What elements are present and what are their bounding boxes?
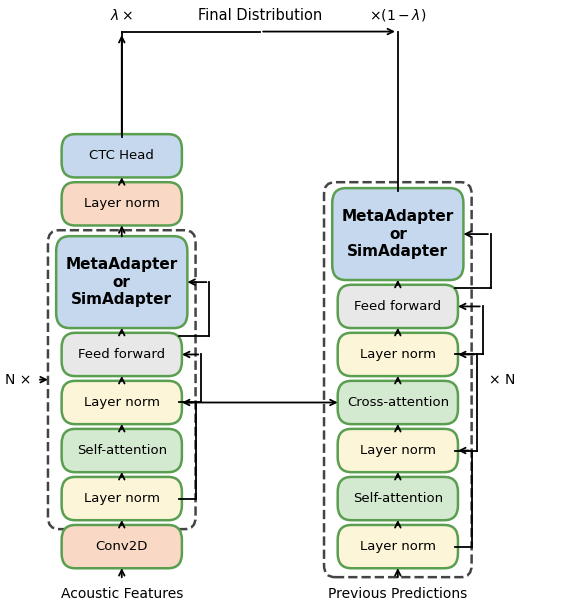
Text: Conv2D: Conv2D xyxy=(96,540,148,553)
Text: Layer norm: Layer norm xyxy=(84,492,160,505)
FancyBboxPatch shape xyxy=(338,477,458,520)
FancyBboxPatch shape xyxy=(338,333,458,376)
FancyBboxPatch shape xyxy=(56,236,187,328)
Text: × N: × N xyxy=(488,373,515,387)
FancyBboxPatch shape xyxy=(332,188,464,280)
Text: Layer norm: Layer norm xyxy=(360,540,436,553)
Text: Self-attention: Self-attention xyxy=(353,492,443,505)
FancyBboxPatch shape xyxy=(62,525,182,568)
FancyBboxPatch shape xyxy=(62,429,182,472)
Text: Layer norm: Layer norm xyxy=(84,198,160,210)
Text: Acoustic Features: Acoustic Features xyxy=(61,587,183,601)
FancyBboxPatch shape xyxy=(62,182,182,226)
Text: Layer norm: Layer norm xyxy=(84,396,160,409)
Text: Feed forward: Feed forward xyxy=(78,348,165,361)
Text: Feed forward: Feed forward xyxy=(354,300,441,313)
Text: CTC Head: CTC Head xyxy=(89,150,154,162)
Text: Cross-attention: Cross-attention xyxy=(347,396,449,409)
Text: MetaAdapter
or
SimAdapter: MetaAdapter or SimAdapter xyxy=(342,209,454,259)
Text: Layer norm: Layer norm xyxy=(360,348,436,361)
Text: MetaAdapter
or
SimAdapter: MetaAdapter or SimAdapter xyxy=(66,257,178,307)
Text: $\times (1-\lambda)$: $\times (1-\lambda)$ xyxy=(369,7,426,22)
FancyBboxPatch shape xyxy=(62,381,182,424)
FancyBboxPatch shape xyxy=(338,429,458,472)
FancyBboxPatch shape xyxy=(62,477,182,520)
Text: Previous Predictions: Previous Predictions xyxy=(328,587,468,601)
Text: Layer norm: Layer norm xyxy=(360,444,436,457)
Text: N ×: N × xyxy=(5,373,31,387)
FancyBboxPatch shape xyxy=(338,381,458,424)
Text: Self-attention: Self-attention xyxy=(77,444,167,457)
FancyBboxPatch shape xyxy=(338,285,458,328)
FancyBboxPatch shape xyxy=(62,333,182,376)
FancyBboxPatch shape xyxy=(62,134,182,178)
Text: $\lambda \times$: $\lambda \times$ xyxy=(110,8,134,22)
FancyBboxPatch shape xyxy=(338,525,458,568)
Text: Final Distribution: Final Distribution xyxy=(198,8,322,22)
